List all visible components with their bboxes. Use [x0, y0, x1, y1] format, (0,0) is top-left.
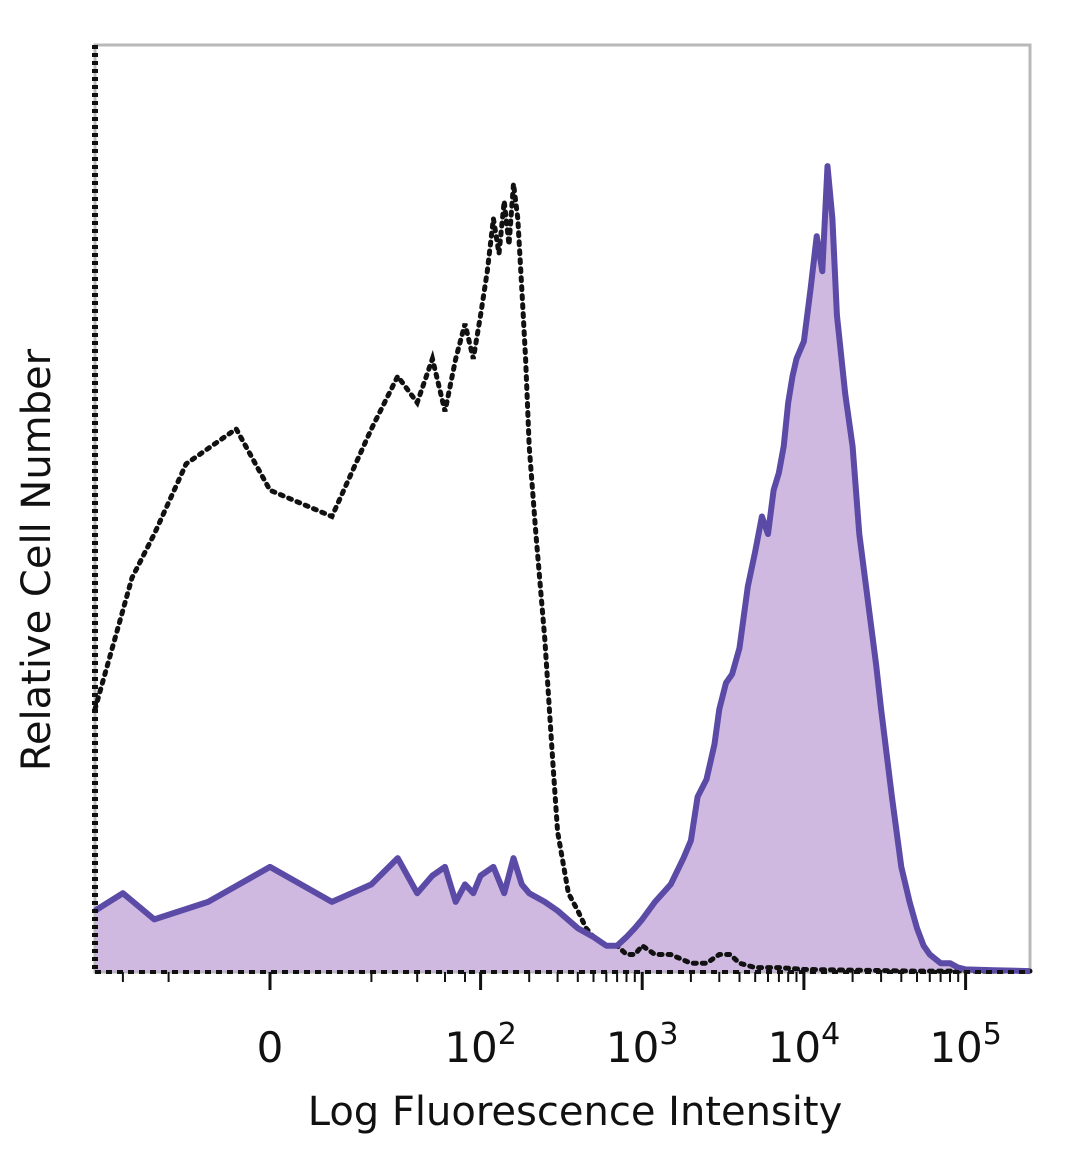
- x-tick-label: 105: [929, 1017, 1002, 1072]
- control-series-line: [92, 183, 1033, 974]
- x-tick-label: 0: [257, 1023, 284, 1072]
- x-tick-label: 102: [444, 1017, 517, 1072]
- x-axis-tick-labels: 0 102 103 104 105: [257, 1017, 1002, 1072]
- histogram-series: [92, 163, 1033, 975]
- x-axis-title: Log Fluorescence Intensity: [308, 1089, 843, 1135]
- x-axis-ticks: [121, 972, 968, 990]
- x-tick-label: 103: [606, 1017, 679, 1072]
- stained-series-line: [93, 163, 1031, 975]
- y-axis-title: Relative Cell Number: [14, 348, 60, 771]
- x-tick-label: 104: [768, 1017, 841, 1072]
